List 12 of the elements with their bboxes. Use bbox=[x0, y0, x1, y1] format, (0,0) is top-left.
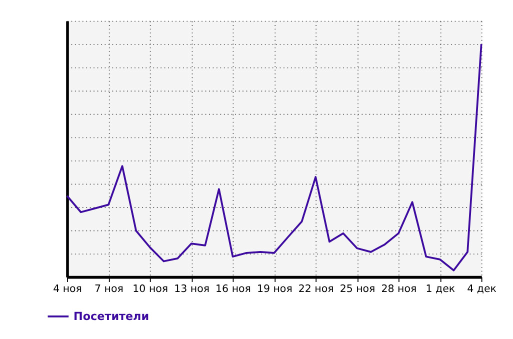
x-tick-label: 28 ноя bbox=[381, 283, 417, 296]
legend-label: Посетители bbox=[74, 310, 150, 324]
x-tick-label: 1 дек bbox=[426, 283, 456, 296]
x-tick-label: 13 ноя bbox=[174, 283, 210, 296]
x-tick-label: 4 ноя bbox=[53, 283, 82, 296]
x-tick-label: 4 дек bbox=[467, 283, 496, 296]
x-tick-label: 22 ноя bbox=[298, 283, 334, 296]
x-tick-label: 10 ноя bbox=[132, 283, 168, 296]
x-tick-label: 25 ноя bbox=[340, 283, 376, 296]
x-tick-label: 16 ноя bbox=[216, 283, 251, 296]
x-tick-label: 7 ноя bbox=[94, 283, 124, 296]
x-tick-label: 19 ноя bbox=[256, 283, 292, 296]
